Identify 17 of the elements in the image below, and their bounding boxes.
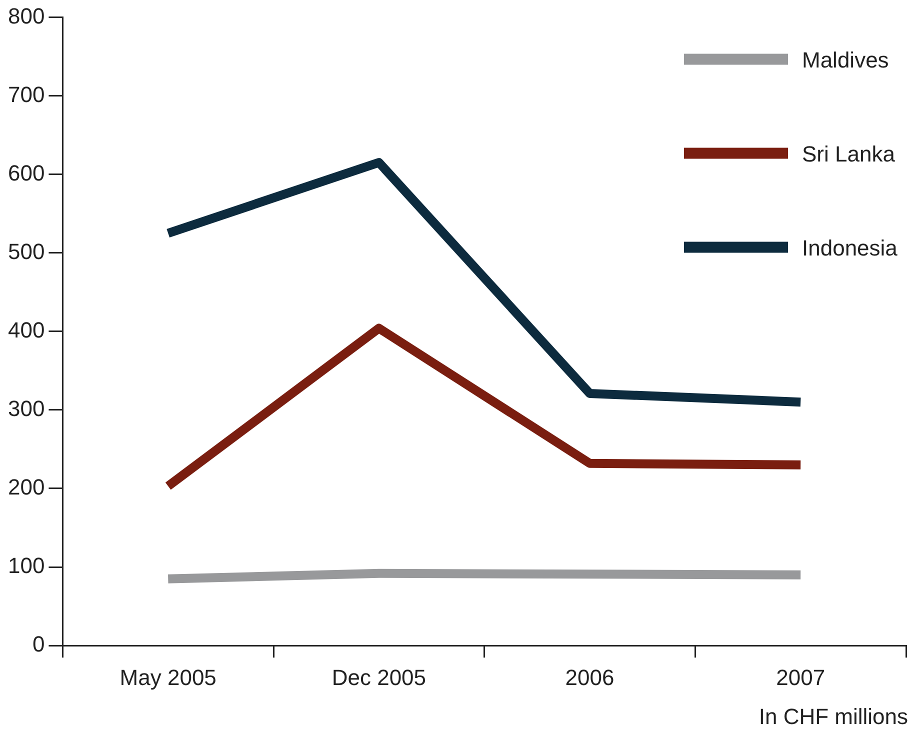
y-tick-label: 200 bbox=[8, 474, 45, 500]
legend-label: Indonesia bbox=[802, 235, 898, 260]
y-tick-label: 0 bbox=[32, 632, 45, 657]
x-tick-label: 2007 bbox=[776, 664, 826, 690]
y-tick-label: 800 bbox=[8, 3, 45, 28]
x-tick-label: 2006 bbox=[565, 664, 614, 690]
x-tick-label: Dec 2005 bbox=[332, 664, 426, 690]
y-tick-label: 500 bbox=[8, 238, 45, 264]
y-tick-label: 600 bbox=[8, 160, 45, 186]
y-tick-label: 100 bbox=[8, 553, 45, 578]
legend-label: Maldives bbox=[802, 47, 889, 72]
y-tick-label: 300 bbox=[8, 396, 45, 422]
text: In CHF millions bbox=[758, 704, 908, 729]
y-tick-label: 700 bbox=[8, 82, 45, 107]
legend-label: Sri Lanka bbox=[802, 141, 896, 166]
y-tick-label: 400 bbox=[8, 317, 45, 342]
x-tick-label: May 2005 bbox=[120, 664, 216, 690]
